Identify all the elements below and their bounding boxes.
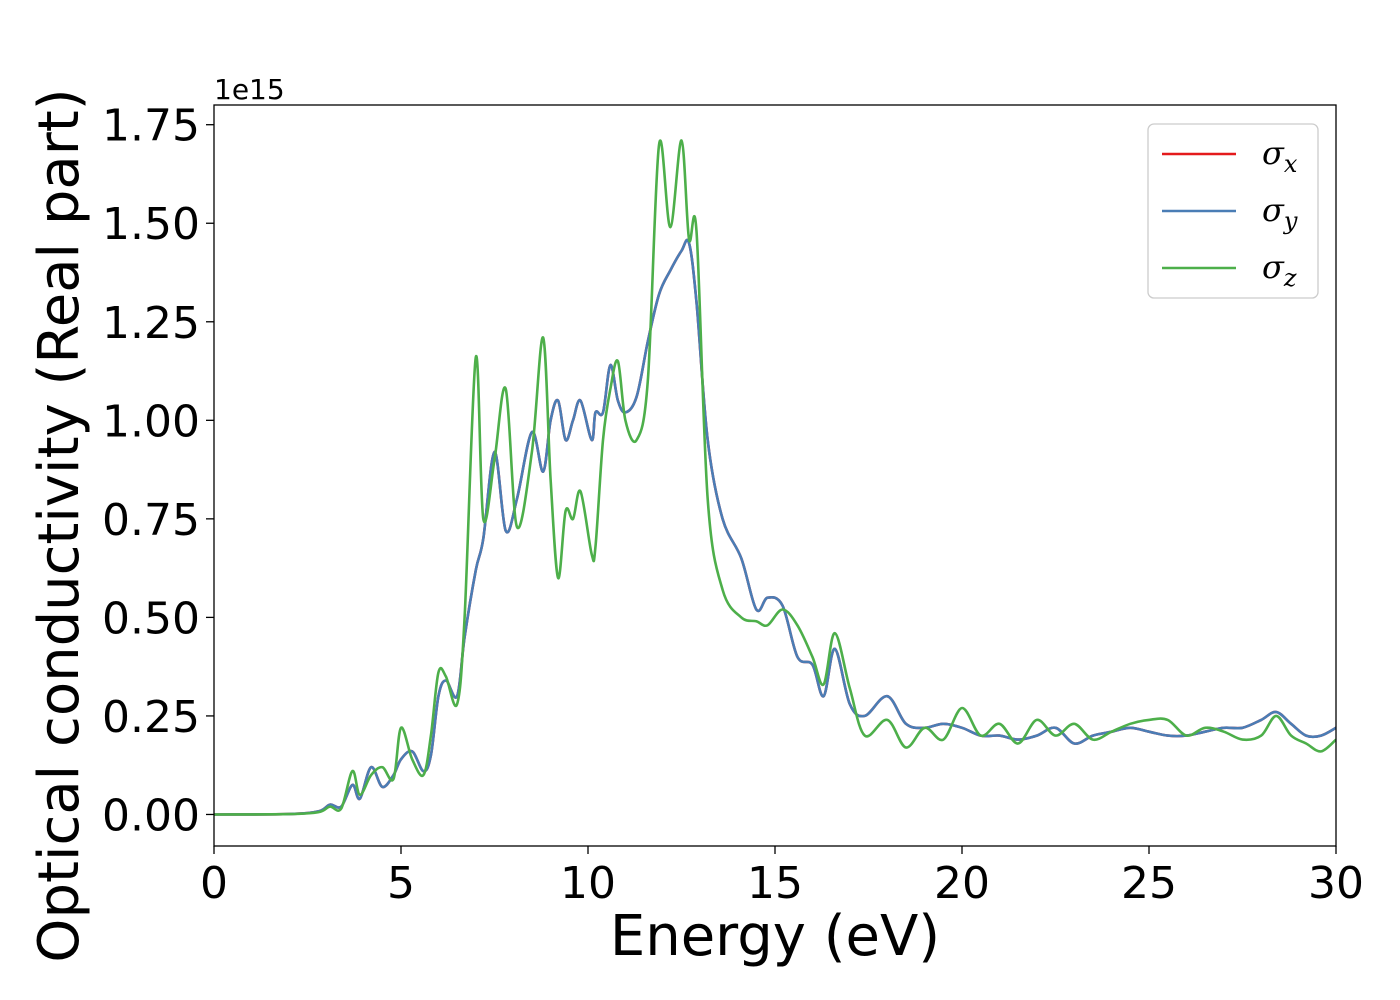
y-tick-label: 1.25 [102, 298, 200, 349]
y-offset-label: 1e15 [214, 73, 285, 106]
x-tick-label: 0 [200, 858, 228, 909]
y-tick-label: 1.75 [102, 101, 200, 152]
legend-label: σz [1262, 248, 1297, 292]
x-tick-label: 5 [387, 858, 415, 909]
y-tick-label: 0.75 [102, 495, 200, 546]
x-tick-label: 25 [1121, 858, 1177, 909]
y-tick-label: 0.00 [102, 790, 200, 841]
x-tick-label: 15 [747, 858, 803, 909]
legend: σx σy σz [1147, 123, 1319, 299]
x-axis-title: Energy (eV) [610, 904, 940, 969]
y-tick-label: 0.25 [102, 692, 200, 743]
y-tick-label: 1.50 [102, 199, 200, 250]
legend-label: σy [1262, 191, 1298, 235]
series-line-1 [214, 238, 1336, 816]
x-tick-label: 30 [1308, 858, 1364, 909]
x-axis: 0 5 10 15 20 25 30 [200, 846, 1364, 909]
plot-lines [214, 139, 1336, 816]
y-axis: 0.00 0.25 0.50 0.75 1.00 1.25 1.50 1.75 [102, 101, 214, 841]
x-tick-label: 20 [934, 858, 990, 909]
y-axis-title: Optical conductivity (Real part) [27, 88, 92, 962]
y-tick-label: 1.00 [102, 396, 200, 447]
series-line-3 [214, 139, 1336, 816]
x-tick-label: 10 [560, 858, 616, 909]
series-line-2 [214, 238, 1336, 816]
y-tick-label: 0.50 [102, 593, 200, 644]
legend-label: σx [1262, 134, 1298, 178]
